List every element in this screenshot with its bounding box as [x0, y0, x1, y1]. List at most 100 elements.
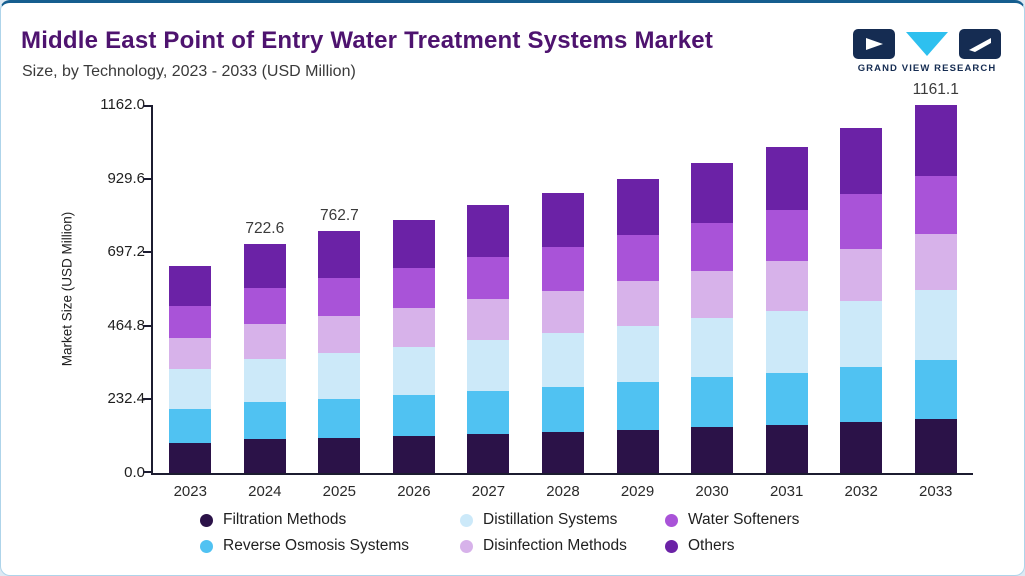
- bar-segment: [318, 398, 361, 438]
- brand-logo-text: GRAND VIEW RESEARCH: [857, 63, 997, 74]
- bar-segment: [243, 359, 286, 403]
- x-tick-label: 2031: [769, 483, 804, 500]
- logo-left-glyph: [866, 38, 883, 50]
- bar-segment: [542, 386, 584, 432]
- legend-item: Others: [665, 537, 825, 555]
- bar-2026: [392, 219, 435, 473]
- bar-segment: [243, 324, 286, 360]
- chart-title: Middle East Point of Entry Water Treatme…: [21, 27, 714, 54]
- x-tick-label: 2026: [397, 483, 431, 500]
- y-tick-label: 464.8: [107, 316, 145, 334]
- bar-segment: [840, 422, 883, 473]
- bar-segment: [169, 369, 212, 410]
- y-tick-label: 697.2: [107, 243, 145, 261]
- legend-item: Distillation Systems: [460, 511, 665, 529]
- bar-segment: [392, 435, 435, 473]
- bar-2029: [616, 178, 659, 473]
- bar-segment: [392, 346, 435, 395]
- bar-segment: [392, 308, 435, 347]
- brand-logo: GRAND VIEW RESEARCH: [852, 29, 1002, 74]
- legend-item: Water Softeners: [665, 511, 825, 529]
- bar-segment: [318, 437, 361, 473]
- y-tick-label: 929.6: [107, 169, 145, 187]
- bar-segment: [691, 427, 734, 473]
- bar-segment: [914, 105, 957, 177]
- bar-segment: [467, 433, 510, 473]
- bar-2033: [914, 105, 957, 473]
- legend-label: Water Softeners: [688, 511, 800, 528]
- bar-segment: [840, 127, 883, 195]
- bar-segment: [616, 326, 659, 383]
- bar-segment: [169, 442, 212, 473]
- bar-segment: [467, 205, 510, 257]
- bar-segment: [169, 265, 212, 306]
- bar-value-label: 762.7: [319, 207, 359, 225]
- x-tick-label: 2032: [844, 483, 878, 500]
- bar-2028: [542, 192, 584, 473]
- bar-segment: [169, 305, 212, 339]
- bar-segment: [243, 402, 286, 440]
- x-tick-label: 2029: [620, 483, 655, 500]
- legend-dot-icon: [200, 539, 213, 553]
- bar-segment: [318, 231, 361, 278]
- x-tick-label: 2033: [919, 483, 953, 500]
- logo-triangle-icon: [906, 32, 948, 56]
- bar-value-label: 1161.1: [912, 81, 959, 99]
- bar-segment: [467, 256, 510, 299]
- bar-2025: [318, 231, 361, 473]
- bar-segment: [765, 209, 808, 261]
- bar-2024: [243, 244, 286, 473]
- bar-segment: [467, 298, 510, 340]
- bar-segment: [318, 352, 361, 399]
- x-tick-label: 2030: [695, 483, 729, 500]
- bar-2031: [765, 146, 808, 473]
- legend-item: Reverse Osmosis Systems: [200, 537, 460, 555]
- bar-segment: [914, 289, 957, 360]
- x-tick-label: 2027: [471, 483, 506, 500]
- bar-2032: [840, 127, 883, 473]
- bar-segment: [914, 359, 957, 420]
- bar-2030: [691, 162, 734, 473]
- bar-segment: [691, 222, 734, 272]
- bar-segment: [392, 394, 435, 436]
- bar-segment: [765, 372, 808, 426]
- bar-segment: [616, 382, 659, 430]
- bar-segment: [392, 268, 435, 309]
- bar-segment: [243, 288, 286, 325]
- x-tick-label: 2023: [173, 483, 207, 500]
- bar-segment: [467, 390, 510, 434]
- y-tick-mark: [143, 471, 151, 473]
- plot-area: 2023 2024 722.6 2025 762.7 2026 2027 2028 2029 20…: [143, 81, 973, 500]
- bar-segment: [914, 176, 957, 234]
- y-tick-mark: [143, 251, 151, 254]
- bar-segment: [840, 248, 883, 302]
- y-tick-mark: [143, 324, 151, 327]
- legend-item: Filtration Methods: [200, 511, 460, 529]
- legend-dot-icon: [460, 513, 473, 527]
- legend-dot-icon: [665, 513, 678, 527]
- logo-right-glyph: [969, 38, 991, 52]
- chart-subtitle: Size, by Technology, 2023 - 2033 (USD Mi…: [22, 63, 356, 80]
- bar-value-label: 722.6: [245, 220, 285, 238]
- y-axis-tick-labels: 0.0 232.4 464.8 697.2 929.6 1162.0: [59, 96, 145, 481]
- legend-label: Distillation Systems: [483, 511, 618, 528]
- bar-segment: [542, 290, 584, 334]
- bar-segment: [765, 260, 808, 311]
- bar-segment: [840, 301, 883, 367]
- legend-dot-icon: [460, 539, 473, 553]
- bar-segment: [691, 271, 734, 319]
- y-tick-label: 0.0: [124, 464, 145, 481]
- legend-dot-icon: [200, 513, 213, 527]
- bar-segment: [542, 192, 584, 247]
- bar-segment: [542, 431, 584, 473]
- bar-segment: [542, 246, 584, 291]
- bar-segment: [169, 338, 212, 370]
- logo-mark: [853, 29, 1001, 59]
- bar-segment: [243, 439, 286, 473]
- legend-dot-icon: [665, 539, 678, 553]
- bar-segment: [467, 339, 510, 391]
- legend-label: Others: [688, 537, 735, 554]
- bar-segment: [616, 178, 659, 235]
- legend-label: Disinfection Methods: [483, 537, 627, 554]
